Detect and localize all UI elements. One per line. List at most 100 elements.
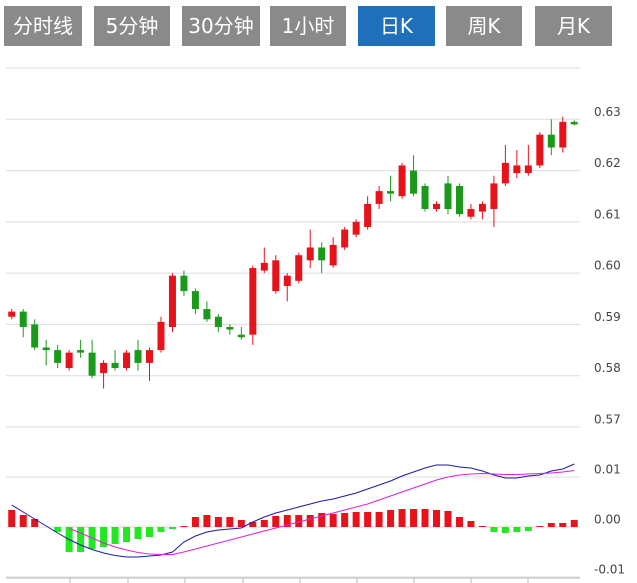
macd-bar: [260, 520, 268, 527]
candle-body: [134, 350, 142, 363]
macd-bar: [214, 517, 222, 527]
candle-body: [455, 185, 463, 215]
candle-body: [329, 244, 337, 266]
macd-bar: [364, 512, 372, 527]
macd-bar: [54, 527, 62, 532]
macd-bar: [180, 526, 188, 527]
candle-body: [237, 334, 245, 338]
macd-bar: [237, 520, 245, 527]
candle-body: [54, 350, 62, 363]
candle-body: [513, 165, 521, 174]
candle-body: [168, 275, 176, 327]
y-tick-label: 0.58: [594, 361, 621, 375]
period-tab[interactable]: 日K: [358, 6, 435, 46]
macd-bar: [352, 512, 360, 527]
macd-bar: [8, 510, 16, 527]
macd-bar: [547, 523, 555, 527]
candle-body: [88, 352, 96, 376]
candle-body: [306, 247, 314, 261]
candle-body: [272, 260, 280, 292]
candle-body: [100, 362, 108, 374]
candle-body: [19, 311, 27, 327]
macd-bar: [513, 527, 521, 532]
candle-body: [77, 350, 85, 353]
period-tab[interactable]: 分时线: [4, 6, 82, 46]
macd-bar: [226, 517, 234, 527]
candle-body: [123, 352, 131, 369]
period-tab[interactable]: 月K: [535, 6, 612, 46]
y-tick-label: 0.61: [594, 207, 621, 221]
macd-bar: [398, 509, 406, 527]
candle-body: [31, 324, 39, 348]
candle-body: [559, 121, 567, 148]
candle-body: [433, 203, 440, 210]
macd-bar: [168, 527, 176, 529]
macd-bar: [191, 517, 199, 527]
y-tick-label: 0.01: [594, 463, 621, 477]
macd-line: [11, 463, 575, 558]
candle-body: [226, 326, 234, 330]
macd-bar: [444, 511, 452, 527]
macd-bar: [536, 526, 544, 527]
macd-bar: [77, 527, 85, 552]
candle-body: [352, 221, 360, 235]
candle-body: [214, 316, 222, 327]
candle-body: [180, 275, 188, 292]
candle-body: [318, 247, 326, 261]
period-tab[interactable]: 周K: [446, 6, 522, 46]
candle-body: [65, 352, 73, 369]
candle-body: [283, 275, 291, 286]
candle-body: [203, 309, 211, 320]
macd-bar: [375, 512, 383, 527]
candle-body: [490, 183, 498, 210]
macd-bar: [410, 509, 418, 527]
macd-bar: [490, 527, 498, 532]
y-tick-label: 0.59: [594, 310, 621, 324]
macd-bar: [157, 527, 165, 532]
candle-body: [570, 121, 578, 125]
candle-body: [260, 262, 268, 271]
candle-body: [387, 191, 395, 194]
candle-body: [478, 203, 486, 212]
candle-body: [547, 134, 555, 148]
macd-bar: [19, 515, 27, 527]
macd-bar: [559, 523, 567, 527]
period-tab[interactable]: 30分钟: [182, 6, 260, 46]
candle-body: [421, 185, 429, 210]
macd-bar: [283, 515, 291, 527]
y-tick-label: 0.60: [594, 259, 621, 273]
period-tab[interactable]: 5分钟: [94, 6, 170, 46]
candle-body: [501, 162, 509, 184]
y-tick-label: 0.00: [594, 513, 621, 527]
macd-bar: [455, 517, 463, 527]
macd-bar: [100, 527, 108, 547]
macd-bar: [387, 510, 395, 527]
macd-bar: [341, 513, 349, 527]
candle-body: [398, 165, 406, 197]
macd-bar: [467, 521, 475, 527]
candle-body: [444, 183, 452, 210]
macd-bar: [111, 527, 119, 544]
candle-body: [410, 170, 418, 194]
macd-bar: [134, 527, 142, 539]
macd-bar: [501, 527, 509, 533]
macd-bar: [146, 527, 153, 537]
macd-bar: [570, 520, 578, 527]
candle-body: [467, 209, 475, 217]
period-tab[interactable]: 1小时: [270, 6, 346, 46]
macd-bar: [318, 513, 326, 527]
y-tick-label: 0.62: [594, 156, 621, 170]
macd-bar: [31, 519, 39, 527]
macd-bar: [478, 526, 486, 527]
macd-bar: [295, 515, 303, 527]
candle-body: [8, 311, 16, 317]
macd-bar: [249, 522, 257, 527]
candle-body: [536, 134, 544, 166]
macd-bar: [123, 527, 131, 542]
macd-bar: [421, 509, 429, 527]
candle-body: [191, 291, 199, 310]
candle-body: [249, 268, 257, 335]
macd-bar: [433, 510, 440, 527]
